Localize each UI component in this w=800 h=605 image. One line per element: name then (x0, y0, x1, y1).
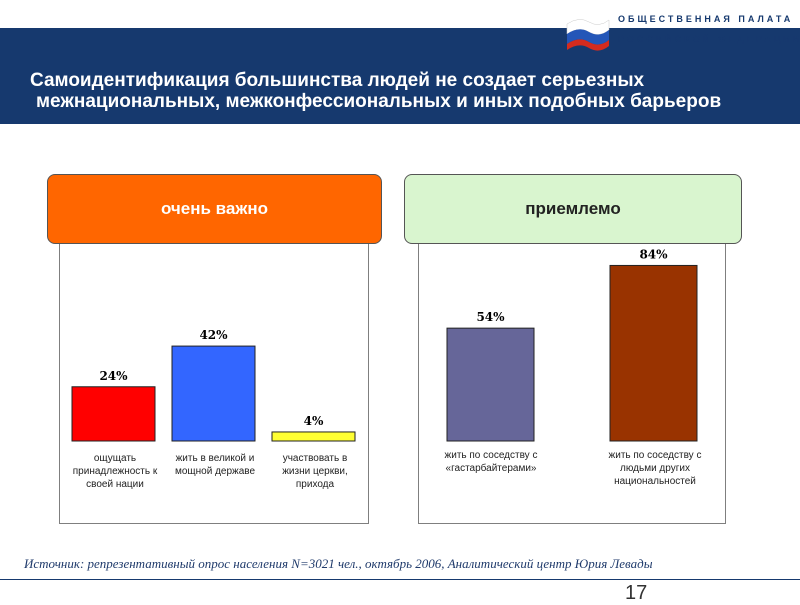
category-label: жить по соседству с «гастарбайтерами» (444, 450, 538, 474)
data-label-1-0: 54% (476, 310, 505, 324)
org-name-line2: РОССИЙСКОЙ ФЕДЕРАЦИИ (618, 34, 800, 44)
bar-1-1 (609, 264, 698, 442)
category-label: жить в великой и мощной державе (174, 453, 256, 477)
org-name-line1: ОБЩЕСТВЕННАЯ ПАЛАТА (618, 14, 794, 24)
header-acceptable: приемлемо (404, 174, 742, 244)
bar-0-1 (171, 345, 256, 442)
title-line-2: межнациональных, межконфессиональных и и… (36, 91, 722, 112)
data-label-0-0: 24% (99, 369, 128, 383)
data-label-1-1: 84% (639, 247, 668, 261)
header-very-important: очень важно (47, 174, 382, 244)
category-label: жить по соседству с людьми других национ… (608, 450, 702, 487)
slide-title: Самоидентификация большинства людей не с… (30, 70, 790, 112)
bar-1-0 (446, 327, 535, 442)
bar-0-2 (271, 431, 356, 442)
flag-logo-icon (566, 19, 610, 51)
page-number: 17 (625, 582, 648, 604)
data-label-0-1: 42% (199, 328, 228, 342)
category-label: ощущать принадлежность к своей нации (72, 453, 158, 490)
category-label: участвовать в жизни церкви, прихода (282, 453, 348, 490)
page-divider (0, 579, 800, 580)
source-note: Источник: репрезентативный опрос населен… (24, 556, 653, 571)
title-banner (0, 28, 800, 124)
bar-0-0 (71, 386, 156, 442)
title-line-1: Самоидентификация большинства людей не с… (30, 70, 645, 91)
data-label-0-2: 4% (304, 414, 324, 428)
